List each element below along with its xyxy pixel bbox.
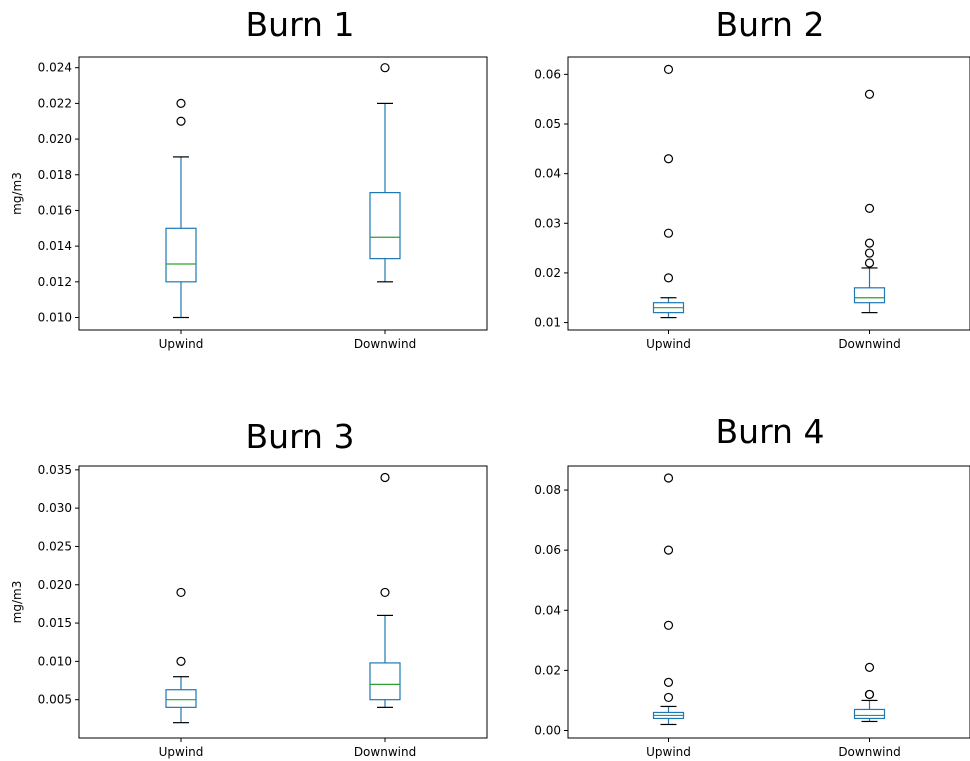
y-tick-label: 0.02 — [534, 663, 561, 677]
axes-frame — [567, 465, 970, 739]
outlier-point — [176, 587, 186, 598]
iqr-box — [369, 192, 401, 260]
panel-burn-4: Burn 4 0.00 0.02 0.04 0.06 0.08 Upwind Downwind — [534, 412, 970, 759]
outlier-point — [176, 116, 186, 126]
box-downwind — [369, 63, 401, 283]
box-upwind — [652, 473, 685, 726]
y-tick-label: 0.04 — [534, 167, 561, 181]
panel-title: Burn 2 — [716, 5, 825, 44]
y-tick-label: 0.020 — [38, 132, 72, 146]
outlier-point — [663, 64, 674, 75]
panel-burn-2: Burn 2 0.01 0.02 0.03 0.04 0.05 0.06 Upwind Down… — [534, 5, 970, 351]
box-downwind — [369, 472, 401, 708]
outlier-point — [864, 203, 875, 213]
y-tick-label: 0.08 — [534, 483, 561, 497]
y-tick-label: 0.030 — [38, 501, 72, 515]
y-axis-label: mg/m3 — [10, 172, 24, 215]
y-tick-label: 0.016 — [38, 203, 72, 217]
y-tick-label: 0.022 — [38, 96, 72, 110]
x-tick-label: Downwind — [354, 337, 416, 351]
y-tick-label: 0.010 — [38, 654, 72, 668]
panel-burn-1: Burn 1 mg/m3 0.010 0.012 0.014 0.016 0.018 0.02… — [10, 5, 488, 351]
x-tick-label: Downwind — [838, 745, 900, 759]
outlier-point — [864, 238, 875, 248]
iqr-box — [165, 689, 197, 708]
outlier-point — [663, 154, 674, 164]
y-tick-label: 0.024 — [38, 61, 72, 75]
outlier-point — [176, 656, 186, 666]
outlier-point — [663, 677, 674, 687]
y-tick-label: 0.005 — [38, 693, 72, 707]
y-tick-label: 0.012 — [38, 275, 72, 289]
y-tick-label: 0.03 — [534, 216, 561, 230]
outlier-point — [380, 472, 390, 483]
iqr-box — [165, 227, 197, 283]
x-tick-label: Upwind — [646, 745, 691, 759]
outlier-point — [663, 273, 674, 283]
x-tick-label: Upwind — [646, 337, 691, 351]
y-tick-label: 0.015 — [38, 616, 72, 630]
outlier-point — [663, 228, 674, 238]
y-tick-label: 0.01 — [534, 316, 561, 330]
outlier-point — [663, 692, 674, 703]
y-tick-label: 0.035 — [38, 463, 72, 477]
x-tick-label: Downwind — [838, 337, 900, 351]
y-tick-label: 0.00 — [534, 723, 561, 737]
y-tick-label: 0.025 — [38, 539, 72, 553]
y-tick-label: 0.018 — [38, 168, 72, 182]
outlier-point — [380, 587, 390, 598]
y-tick-label: 0.04 — [534, 603, 561, 617]
iqr-box — [853, 708, 886, 720]
y-tick-label: 0.020 — [38, 578, 72, 592]
panel-title: Burn 4 — [716, 412, 825, 451]
box-upwind — [165, 587, 197, 724]
outlier-point — [864, 258, 875, 268]
outlier-point — [380, 63, 390, 73]
outlier-point — [864, 689, 875, 700]
panel-title: Burn 3 — [246, 417, 355, 456]
outlier-point — [864, 89, 875, 99]
panel-burn-3: Burn 3 mg/m3 0.005 0.010 0.015 0.020 0.025 0.03… — [10, 417, 488, 759]
x-tick-label: Downwind — [354, 745, 416, 759]
box-downwind — [853, 662, 886, 723]
y-axis-label: mg/m3 — [10, 581, 24, 624]
y-tick-label: 0.010 — [38, 311, 72, 325]
box-downwind — [853, 89, 886, 314]
box-upwind — [165, 98, 197, 319]
y-tick-label: 0.014 — [38, 239, 72, 253]
outlier-point — [864, 248, 875, 258]
outlier-point — [864, 662, 875, 672]
x-tick-label: Upwind — [159, 745, 204, 759]
x-tick-label: Upwind — [159, 337, 204, 351]
box-upwind — [652, 64, 685, 319]
iqr-box — [853, 287, 886, 304]
y-tick-label: 0.05 — [534, 117, 561, 131]
outlier-point — [663, 545, 674, 555]
panel-title: Burn 1 — [246, 5, 355, 44]
axes-frame — [567, 56, 970, 331]
axes-frame — [78, 56, 488, 331]
iqr-box — [369, 662, 401, 701]
y-tick-label: 0.02 — [534, 266, 561, 280]
outlier-point — [176, 98, 186, 108]
outlier-point — [663, 620, 674, 630]
y-tick-label: 0.06 — [534, 67, 561, 81]
outlier-point — [663, 473, 674, 483]
y-tick-label: 0.06 — [534, 543, 561, 557]
axes-frame — [78, 465, 488, 739]
